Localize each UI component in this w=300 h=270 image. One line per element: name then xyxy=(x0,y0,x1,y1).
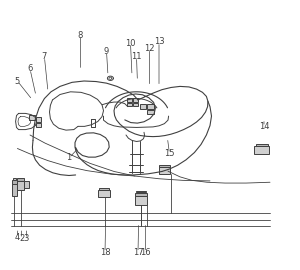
Bar xyxy=(254,146,269,154)
Text: 4: 4 xyxy=(14,233,20,242)
Bar xyxy=(147,110,154,114)
Text: 8: 8 xyxy=(78,31,83,40)
Bar xyxy=(159,165,170,167)
Text: 10: 10 xyxy=(125,39,136,48)
Text: 6: 6 xyxy=(27,64,33,73)
Text: 18: 18 xyxy=(100,248,110,257)
Bar xyxy=(133,98,138,102)
Bar xyxy=(136,191,146,192)
Bar xyxy=(36,117,40,122)
Bar xyxy=(24,181,29,188)
Bar xyxy=(99,188,109,190)
Text: 5: 5 xyxy=(15,76,20,86)
Text: 2: 2 xyxy=(19,234,24,244)
Text: 16: 16 xyxy=(140,248,151,257)
Bar xyxy=(135,196,147,205)
Bar xyxy=(28,115,35,120)
Bar xyxy=(127,98,132,102)
Bar xyxy=(13,178,16,180)
Text: 13: 13 xyxy=(154,37,164,46)
Text: 17: 17 xyxy=(133,248,143,257)
Text: 1: 1 xyxy=(66,153,72,163)
Bar xyxy=(17,181,24,190)
Text: 15: 15 xyxy=(164,149,175,158)
Bar xyxy=(98,190,110,197)
Bar xyxy=(135,193,147,196)
Bar xyxy=(140,104,146,109)
Bar xyxy=(36,123,40,127)
Bar xyxy=(127,103,132,106)
Bar xyxy=(17,178,24,181)
Text: 3: 3 xyxy=(24,234,29,244)
Bar xyxy=(159,167,170,174)
Bar xyxy=(147,104,154,109)
Bar xyxy=(12,180,17,184)
Text: 11: 11 xyxy=(131,52,142,61)
Bar xyxy=(12,184,17,196)
Text: 12: 12 xyxy=(144,44,155,53)
Bar xyxy=(256,144,268,146)
Text: 7: 7 xyxy=(42,52,47,61)
Text: 9: 9 xyxy=(104,47,109,56)
Text: 14: 14 xyxy=(259,122,269,131)
Bar xyxy=(133,103,138,106)
